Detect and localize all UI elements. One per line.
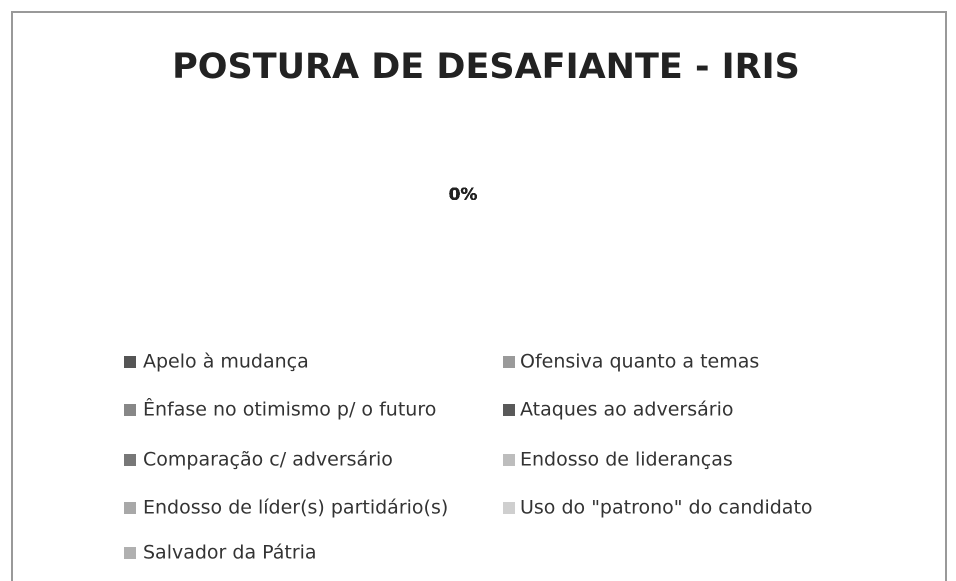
legend-swatch	[503, 356, 515, 368]
legend-label: Endosso de líder(s) partidário(s)	[143, 497, 448, 519]
legend-label: Endosso de lideranças	[520, 449, 733, 471]
legend-swatch	[503, 454, 515, 466]
legend-label: Comparação c/ adversário	[143, 449, 393, 471]
legend-swatch	[503, 404, 515, 416]
data-label: 0%	[449, 185, 478, 205]
data-label: 0%	[449, 185, 478, 205]
data-label: 0%	[449, 185, 478, 205]
legend-swatch	[124, 404, 136, 416]
chart-frame	[11, 11, 947, 581]
legend-label: Ataques ao adversário	[520, 399, 734, 421]
chart-title: POSTURA DE DESAFIANTE - IRIS	[172, 47, 800, 87]
data-label: 0%	[449, 185, 478, 205]
legend-label: Salvador da Pátria	[143, 542, 317, 564]
legend-swatch	[124, 547, 136, 559]
legend-label: Ofensiva quanto a temas	[520, 351, 759, 373]
data-label: 0%	[449, 185, 478, 205]
legend-swatch	[124, 502, 136, 514]
data-label: 0%	[449, 185, 478, 205]
legend-swatch	[124, 454, 136, 466]
data-label: 0%	[449, 185, 478, 205]
legend-label: Uso do "patrono" do candidato	[520, 497, 813, 519]
legend-label: Ênfase no otimismo p/ o futuro	[143, 398, 436, 421]
data-label: 0%	[449, 185, 478, 205]
legend-swatch	[124, 356, 136, 368]
legend-swatch	[503, 502, 515, 514]
legend-label: Apelo à mudança	[143, 351, 309, 373]
data-label: 0%	[449, 185, 478, 205]
